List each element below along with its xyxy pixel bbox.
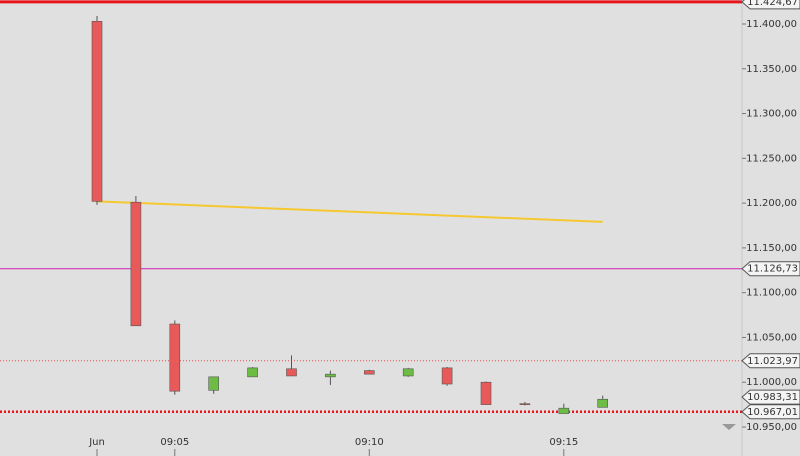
- candle-body: [286, 368, 297, 377]
- y-tick-label: 11.300,00: [746, 109, 797, 120]
- candle-body: [402, 368, 414, 377]
- x-tick-label: 09:15: [549, 437, 578, 448]
- level-label-box: [741, 353, 800, 369]
- trend-line: [96, 200, 603, 223]
- level-label-box: [741, 404, 800, 420]
- candle-body: [441, 367, 453, 385]
- level-label: 10.967,01: [747, 407, 798, 418]
- level-label: 11.126,73: [747, 264, 798, 275]
- y-tick-label: 10.950,00: [746, 422, 797, 433]
- level-label-box: [741, 261, 800, 277]
- scroll-icon[interactable]: [722, 424, 736, 430]
- y-tick-label: 11.150,00: [746, 243, 797, 254]
- candle-body: [208, 376, 219, 391]
- y-tick-label: 11.350,00: [746, 64, 797, 75]
- y-tick-label: 11.050,00: [746, 332, 797, 343]
- y-tick-label: 11.250,00: [746, 153, 797, 164]
- level-label-box: [741, 0, 800, 10]
- level-label: 10.983,31: [747, 392, 798, 403]
- y-tick-label: 11.000,00: [746, 377, 797, 388]
- x-tick-label: 09:10: [355, 437, 384, 448]
- x-tick-label: Jun: [88, 437, 105, 448]
- candle-body: [325, 373, 336, 378]
- candle-body: [130, 201, 142, 327]
- candle-body: [247, 367, 258, 378]
- candle-body: [480, 381, 492, 405]
- candle-body: [519, 403, 531, 406]
- y-tick-label: 11.200,00: [746, 198, 797, 209]
- level-label: 11.023,97: [747, 356, 798, 367]
- candle-body: [558, 407, 570, 414]
- candle-body: [169, 323, 181, 392]
- candle-body: [597, 398, 609, 408]
- candle-body: [91, 21, 103, 202]
- x-tick-label: 09:05: [160, 437, 189, 448]
- level-label: 11.424,67: [747, 0, 798, 8]
- y-tick-label: 11.400,00: [746, 19, 797, 30]
- level-label-box: [741, 389, 800, 405]
- candle-body: [363, 370, 375, 375]
- y-tick-label: 11.100,00: [746, 288, 797, 299]
